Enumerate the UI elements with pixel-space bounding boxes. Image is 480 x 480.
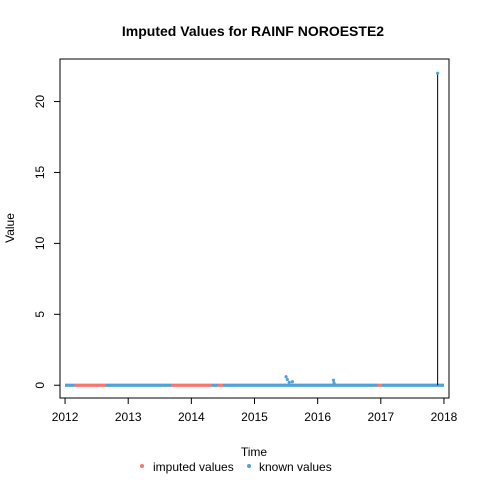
x-tick-label: 2014 <box>178 410 205 424</box>
y-tick-label: 10 <box>33 236 47 250</box>
legend: imputed values known values <box>140 460 332 474</box>
legend-known-label: known values <box>259 460 332 474</box>
known-values-point <box>331 378 336 382</box>
known-values-point <box>290 380 294 384</box>
legend-imputed-label: imputed values <box>153 460 234 474</box>
y-tick-label: 0 <box>33 382 47 389</box>
chart-title: Imputed Values for RAINF NOROESTE2 <box>122 23 384 39</box>
y-axis-label: Value <box>3 213 17 243</box>
x-axis-label: Time <box>241 445 268 459</box>
known-values-point <box>285 377 289 382</box>
x-axis: 2012 2013 2014 2015 2016 2017 2018 <box>52 397 458 424</box>
x-tick-label: 2013 <box>115 410 142 424</box>
legend-imputed-marker <box>140 464 144 468</box>
known-values-point <box>332 381 336 385</box>
data-marks <box>65 71 444 387</box>
x-tick-label: 2015 <box>241 410 268 424</box>
y-tick-label: 15 <box>33 165 47 179</box>
known-values-point <box>436 71 440 75</box>
known-values-point <box>284 375 288 379</box>
x-tick-label: 2018 <box>431 410 458 424</box>
y-tick-label: 5 <box>33 311 47 318</box>
y-tick-label: 20 <box>33 95 47 109</box>
x-tick-label: 2017 <box>367 410 394 424</box>
y-axis: 0 5 10 15 20 <box>33 95 61 389</box>
known-values-point <box>287 380 291 384</box>
legend-known-marker <box>247 464 251 468</box>
x-tick-label: 2012 <box>52 410 79 424</box>
x-tick-label: 2016 <box>304 410 331 424</box>
